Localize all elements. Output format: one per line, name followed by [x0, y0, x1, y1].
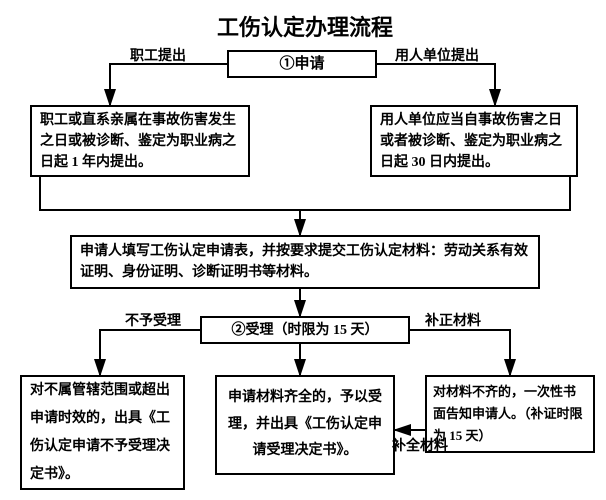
- node-fill-form: 申请人填写工伤认定申请表，并按要求提交工伤认定材料：劳动关系有效证明、身份证明、…: [70, 235, 540, 289]
- node-acceptance: ②受理（时限为 15 天）: [200, 316, 410, 344]
- node-reject: 对不属管辖范围或超出申请时效的，出具《工伤认定申请不予受理决定书》。: [20, 375, 185, 490]
- label-employee-path: 职工提出: [130, 45, 186, 65]
- diagram-title: 工伤认定办理流程: [190, 10, 420, 42]
- node-supplement: 对材料不齐的，一次性书面告知申请人。（补证时限为 15 天）: [425, 375, 595, 453]
- node-employee-submit: 职工或直系亲属在事故伤害发生之日或被诊断、鉴定为职业病之日起 1 年内提出。: [30, 105, 250, 177]
- label-supplement: 补正材料: [425, 310, 481, 330]
- label-supplement-all: 补全材料: [392, 435, 448, 455]
- label-not-accepted: 不予受理: [125, 310, 181, 330]
- node-employer-submit: 用人单位应当自事故伤害之日或者被诊断、鉴定为职业病之日起 30 日内提出。: [370, 105, 578, 177]
- node-accept-ok: 申请材料齐全的，予以受理，并出具《工伤认定申请受理决定书》。: [215, 375, 395, 475]
- flowchart-canvas: 工伤认定办理流程 ①申请 职工或直系亲属在事故伤害发生之日或被诊断、鉴定为职业病…: [0, 0, 606, 500]
- label-employer-path: 用人单位提出: [395, 45, 479, 65]
- node-apply: ①申请: [227, 50, 377, 78]
